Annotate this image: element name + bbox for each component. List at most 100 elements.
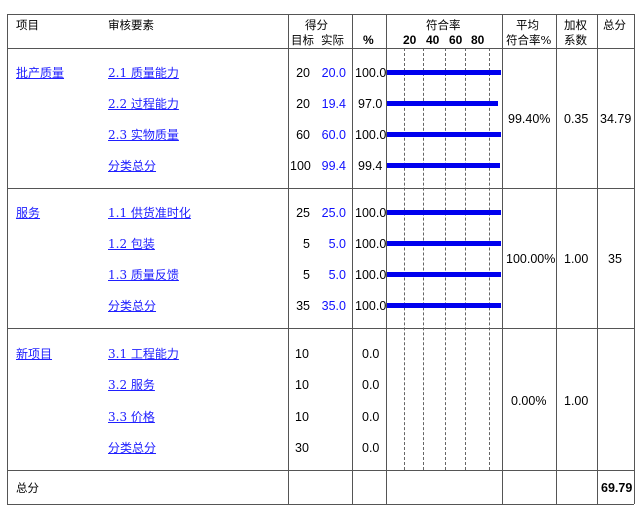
element-link[interactable]: 2.3 实物质量 [108,128,179,142]
percent-value: 0.0 [362,378,380,392]
header-avg-line2: 符合率% [506,33,552,47]
header-avg-line1: 平均 [516,18,539,32]
grid-line [7,504,634,505]
grid-line [7,14,8,504]
element-link[interactable]: 3.3 价格 [108,410,155,424]
grid-line [7,188,634,189]
actual-value: 20.0 [321,66,346,80]
avg-rate: 99.40% [508,112,551,126]
rate-bar [387,132,501,137]
percent-value: 100.0 [355,299,387,313]
target-value: 10 [295,347,309,361]
element-link[interactable]: 1.2 包装 [108,237,155,251]
grid-line [7,470,634,471]
percent-value: 100.0 [355,268,387,282]
header-percent: % [363,33,374,47]
header-total: 总分 [603,18,626,32]
header-target: 目标 [291,33,314,47]
target-value: 10 [295,410,309,424]
grid-line [634,14,635,504]
scale-tick-60: 60 [449,33,463,47]
section-total: 35 [608,252,622,266]
grid-line [7,48,634,49]
rate-bar [387,101,498,106]
target-value: 5 [303,237,310,251]
subtotal-link[interactable]: 分类总分 [108,299,157,313]
grid-line [502,14,503,504]
element-link[interactable]: 2.1 质量能力 [108,66,179,80]
percent-value: 100.0 [355,66,387,80]
target-value: 20 [296,97,310,111]
target-value: 20 [296,66,310,80]
weight-value: 0.35 [564,112,589,126]
grid-line [7,14,634,15]
grid-line [597,14,598,504]
scale-guide [465,48,466,470]
target-value: 10 [295,378,309,392]
element-link[interactable]: 1.1 供货准时化 [108,206,191,220]
percent-value: 0.0 [362,347,380,361]
actual-value: 19.4 [321,97,346,111]
section-name-link[interactable]: 服务 [16,206,41,220]
header-rate: 符合率 [426,18,461,32]
target-value: 25 [296,206,310,220]
weight-value: 1.00 [564,394,589,408]
scale-guide [445,48,446,470]
rate-bar [387,272,501,277]
grid-line [556,14,557,504]
grid-line [288,14,289,504]
header-item: 项目 [16,18,39,32]
grand-total-value: 69.79 [601,481,633,495]
percent-value: 100.0 [355,206,387,220]
percent-value: 99.4 [358,159,383,173]
weight-value: 1.00 [564,252,589,266]
actual-value: 60.0 [321,128,346,142]
actual-value: 5.0 [328,268,346,282]
grid-line [352,14,353,504]
percent-value: 100.0 [355,128,387,142]
header-weight-line2: 系数 [564,33,587,47]
percent-value: 97.0 [358,97,383,111]
rate-bar [387,303,501,308]
header-actual: 实际 [321,33,344,47]
element-link[interactable]: 1.3 质量反馈 [108,268,179,282]
avg-rate: 100.00% [506,252,556,266]
section-name-link[interactable]: 批产质量 [16,66,65,80]
header-element: 审核要素 [108,18,154,32]
actual-value: 99.4 [321,159,346,173]
rate-bar [387,241,501,246]
percent-value: 0.0 [362,441,380,455]
element-link[interactable]: 3.1 工程能力 [108,347,179,361]
section-name-link[interactable]: 新项目 [16,347,53,361]
grand-total-label: 总分 [16,481,39,495]
scale-tick-80: 80 [471,33,485,47]
section-total: 34.79 [600,112,632,126]
header-weight-line1: 加权 [564,18,587,32]
scale-tick-40: 40 [426,33,440,47]
target-value: 35 [296,299,310,313]
rate-bar [387,163,501,168]
rate-bar [387,210,501,215]
actual-value: 25.0 [321,206,346,220]
rate-bar [387,70,501,75]
subtotal-link[interactable]: 分类总分 [108,159,157,173]
target-value: 5 [303,268,310,282]
actual-value: 35.0 [321,299,346,313]
scale-tick-20: 20 [403,33,417,47]
scale-guide [404,48,405,470]
avg-rate: 0.00% [511,394,547,408]
grid-line [7,328,634,329]
scale-guide [489,48,490,470]
scale-guide [423,48,424,470]
subtotal-link[interactable]: 分类总分 [108,441,157,455]
target-value: 30 [295,441,309,455]
target-value: 60 [296,128,310,142]
target-value: 100 [290,159,311,173]
element-link[interactable]: 3.2 服务 [108,378,155,392]
header-score: 得分 [305,18,328,32]
percent-value: 0.0 [362,410,380,424]
actual-value: 5.0 [328,237,346,251]
grid-line [386,14,387,504]
element-link[interactable]: 2.2 过程能力 [108,97,179,111]
